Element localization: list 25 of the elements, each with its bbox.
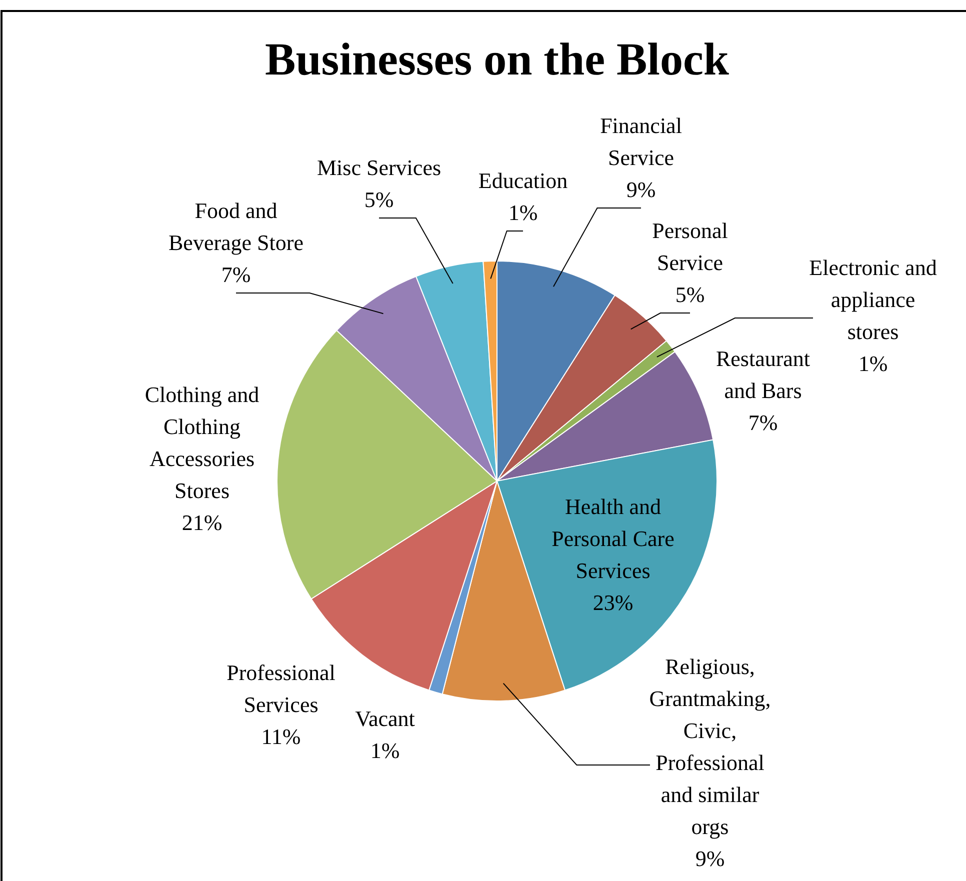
data-label: 5% bbox=[364, 187, 394, 212]
slice-label: Religious, Grantmaking, Civic, Professional and similar orgs bbox=[649, 654, 771, 840]
slice-label: Professional Services bbox=[226, 660, 336, 718]
data-label: 23% bbox=[592, 590, 634, 616]
data-label: 9% bbox=[626, 177, 656, 202]
data-label: 21% bbox=[182, 510, 222, 536]
slice-label: Personal Service bbox=[652, 218, 728, 276]
data-label: 9% bbox=[695, 846, 725, 872]
data-label: 7% bbox=[221, 262, 251, 288]
slice-label: Restaurant and Bars bbox=[716, 346, 810, 404]
chart-title: Businesses on the Block bbox=[265, 34, 730, 85]
slice-label: Financial Service bbox=[600, 113, 682, 170]
slice-label: Food and Beverage Store bbox=[168, 198, 304, 256]
slice-label: Education bbox=[478, 168, 568, 194]
slice-label: Electronic and appliance stores bbox=[809, 255, 937, 344]
data-label: 1% bbox=[508, 200, 538, 226]
slice-label: Vacant bbox=[355, 706, 415, 732]
slice-label: Clothing and Clothing Accessories Stores bbox=[144, 382, 260, 504]
data-label: 11% bbox=[261, 724, 301, 750]
data-label: 5% bbox=[675, 282, 705, 308]
data-label: 7% bbox=[748, 410, 778, 436]
data-label: 1% bbox=[370, 738, 400, 764]
slice-label: Health and Personal Care Services bbox=[552, 494, 674, 584]
data-label: 1% bbox=[858, 351, 888, 376]
slice-label: Misc Services bbox=[316, 155, 442, 180]
